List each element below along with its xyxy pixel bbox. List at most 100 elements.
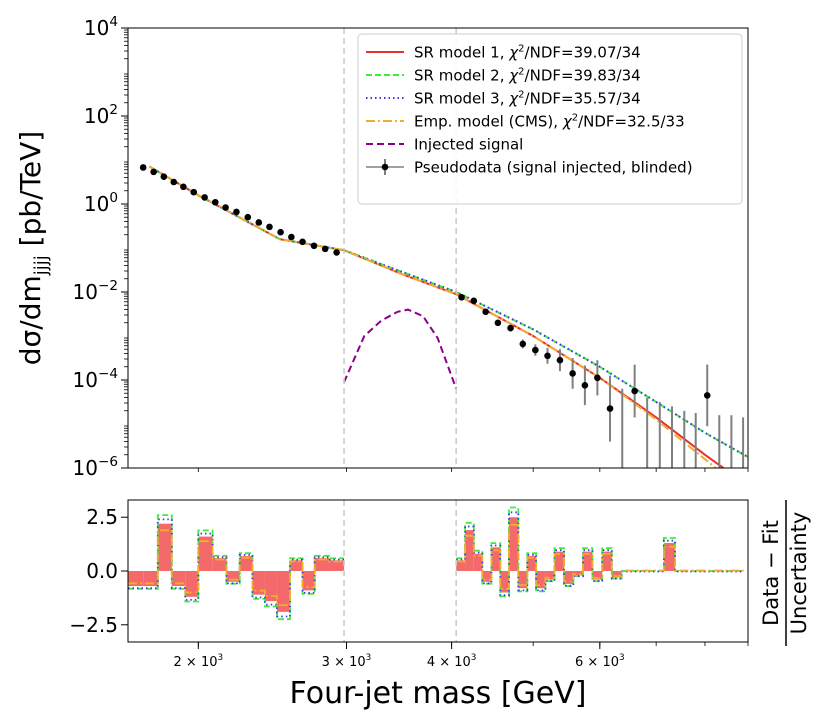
pseudodata-point-12	[266, 223, 273, 231]
bottom-y-label-denominator: Uncertainty	[787, 512, 811, 635]
pseudodata-point-15	[299, 238, 306, 246]
pull-bar-left-6	[212, 558, 227, 571]
legend-label-2: SR model 2, χ2/NDF=39.83/34	[414, 67, 641, 85]
pull-bar-right-15	[592, 571, 603, 580]
top-y-tick-label-3: 10−2	[73, 278, 119, 304]
pull-bar-right-12	[564, 571, 574, 584]
pull-bar-left-7	[226, 571, 240, 582]
pull-bar-left-11	[276, 571, 290, 612]
top-y-ticks: 104 102 100 10−2 10−4 10−6	[73, 14, 128, 480]
pull-bar-right-1	[465, 530, 474, 571]
pull-step-sr3-left	[128, 518, 344, 618]
bottom-y-tick-label-0: 2.5	[86, 505, 118, 529]
pull-bar-left-12	[289, 560, 303, 571]
pseudodata-point-26	[544, 352, 551, 360]
pull-bar-left-8	[239, 555, 253, 571]
top-y-tick-label-4: 10−4	[73, 366, 119, 392]
pseudodata-point-23	[507, 324, 514, 332]
bottom-y-axis-label: Data − Fit Uncertainty	[759, 500, 811, 646]
pull-bar-left-3	[171, 571, 186, 587]
legend-label-pseudodata: Pseudodata (signal injected, blinded)	[414, 159, 693, 177]
pseudodata-points	[139, 164, 745, 468]
pull-bar-right-4	[491, 547, 501, 571]
pseudodata-point-27	[556, 356, 564, 364]
legend-label-signal: Injected signal	[414, 136, 523, 154]
pseudodata-point-20	[470, 297, 478, 305]
x-tick-label-2: 4 × 103	[427, 653, 477, 670]
pull-bar-right-7	[518, 571, 528, 589]
x-ticks: 2 × 103 3 × 103 4 × 103 6 × 103	[174, 468, 749, 670]
legend-label-4: Emp. model (CMS), χ2/NDF=32.5/33	[414, 113, 685, 131]
x-tick-label-3: 6 × 103	[575, 653, 625, 670]
pull-bar-right-9	[536, 571, 546, 589]
model-curve-3	[148, 165, 748, 458]
pseudodata-point-0	[139, 164, 147, 171]
model-curve-1	[148, 165, 726, 468]
pseudodata-point-7	[211, 198, 219, 206]
pull-step-emp-left	[128, 529, 344, 607]
pull-bar-right-5	[500, 571, 510, 593]
pull-bar-right-3	[482, 571, 492, 582]
pull-bar-left-15	[329, 560, 345, 571]
pseudodata-point-5	[190, 188, 198, 196]
pull-bar-right-6	[509, 517, 519, 571]
top-y-tick-label-0: 104	[84, 14, 118, 40]
pseudodata-point-13	[277, 228, 284, 236]
bottom-y-label-numerator: Data − Fit	[759, 520, 783, 626]
pull-step-emp-right	[456, 523, 744, 590]
pseudodata-point-11	[255, 219, 263, 226]
pseudodata-point-19	[458, 293, 465, 301]
pull-bar-right-0	[456, 560, 466, 571]
pseudodata-point-22	[494, 319, 502, 327]
pull-bar-left-13	[302, 571, 315, 591]
pull-steps	[128, 506, 744, 621]
pull-bar-left-1	[143, 571, 158, 587]
legend-label-1: SR model 1, χ2/NDF=39.07/34	[414, 44, 641, 62]
pull-bar-right-10	[545, 571, 555, 580]
pull-bar-right-16	[602, 551, 612, 571]
fit-curves	[148, 165, 748, 468]
top-y-tick-label-2: 100	[84, 190, 118, 216]
pseudodata-point-29	[581, 381, 589, 389]
pseudodata-point-16	[310, 242, 318, 250]
pull-bar-right-8	[527, 555, 537, 571]
pseudodata-point-21	[482, 308, 489, 316]
pseudodata-point-28	[569, 370, 576, 377]
legend-label-3: SR model 3, χ2/NDF=35.57/34	[414, 90, 641, 108]
pull-bar-right-17	[611, 571, 622, 578]
pseudodata-point-3	[170, 178, 178, 186]
model-curve-2	[148, 165, 748, 458]
legend-box	[357, 33, 743, 205]
bottom-y-ticks: 2.5 0.0 −2.5	[69, 505, 128, 637]
top-y-axis-label: dσ/dmjjjj [pb/TeV]	[14, 131, 52, 366]
pull-bar-left-10	[264, 571, 277, 602]
pull-bar-left-4	[185, 571, 199, 597]
pseudodata-point-33	[703, 392, 711, 399]
injected-signal-curve	[343, 308, 458, 390]
pull-step-sr2-right	[456, 506, 744, 598]
model-curve-4	[148, 165, 718, 468]
pull-bar-right-22	[663, 543, 675, 571]
pull-bar-right-13	[573, 571, 583, 576]
top-y-tick-label-5: 10−6	[73, 454, 119, 480]
pseudodata-point-1	[150, 168, 157, 176]
pull-bar-right-2	[473, 553, 483, 571]
pseudodata-point-31	[606, 405, 614, 412]
pseudodata-point-6	[201, 194, 208, 201]
pull-bar-right-14	[582, 551, 593, 571]
pull-bar-left-5	[198, 536, 213, 571]
pseudodata-point-30	[594, 374, 601, 382]
pseudodata-point-10	[244, 213, 252, 221]
pull-step-sr3-right	[456, 511, 744, 597]
pseudodata-point-2	[160, 173, 168, 181]
pseudodata-point-17	[321, 245, 329, 253]
top-y-tick-label-1: 102	[84, 102, 118, 128]
top-axes-frame	[127, 27, 749, 469]
x-tick-label-0: 2 × 103	[174, 653, 224, 670]
pseudodata-point-4	[180, 183, 187, 191]
bottom-y-tick-label-1: 0.0	[86, 559, 118, 583]
pull-bars	[128, 517, 675, 612]
x-axis-label: Four-jet mass [GeV]	[290, 676, 587, 711]
pull-bar-left-14	[314, 558, 330, 571]
